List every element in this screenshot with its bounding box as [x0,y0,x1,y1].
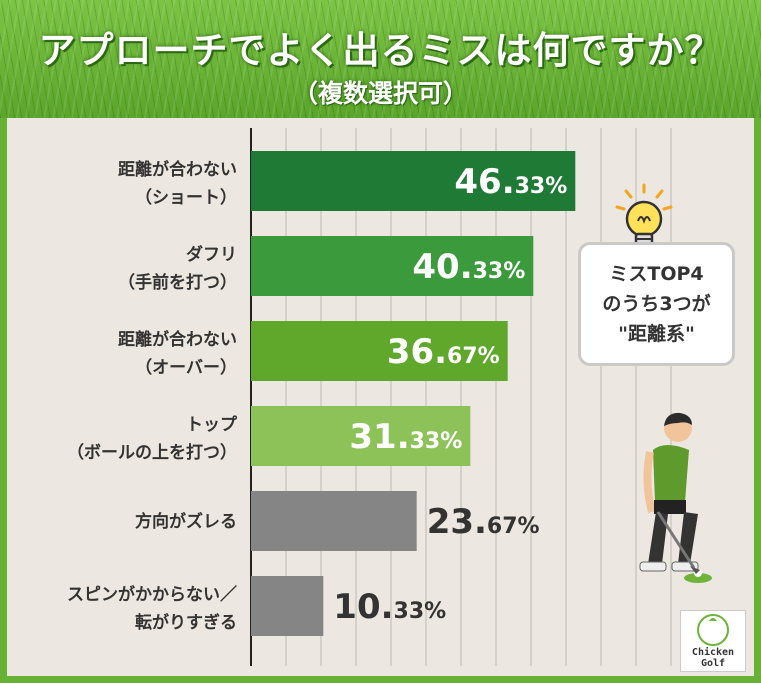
category-label: トップ （ボールの上を打つ） [67,414,238,463]
data-label-integer: 46. [454,162,514,202]
category-label-line: 距離が合わない [118,329,237,350]
data-label-decimal: 33% [394,599,447,624]
chicken-golf-logo: Chicken Golf [680,610,746,672]
category-label-line: ダフリ [186,244,237,265]
data-label-decimal: 67% [447,344,500,369]
bar [251,576,324,636]
chart-title: アプローチでよく出るミスは何ですか？ [38,29,723,72]
category-label: スピンがかからない／ 転がりすぎる [67,584,237,633]
data-label: 36.67% [387,332,500,372]
category-label: 方向がズレる [135,511,237,532]
callout-line-1: ミスTOP4 [609,263,704,285]
category-label-line: （ショート） [135,187,237,208]
data-label-decimal: 33% [410,429,463,454]
data-label: 31.33% [349,417,462,457]
data-label-decimal: 33% [515,174,568,199]
bar [251,151,576,211]
chart-subtitle: （複数選択可） [292,79,468,108]
category-label-line: （オーバー） [135,357,237,378]
callout-line-3: "距離系" [618,323,695,345]
data-label-integer: 10. [333,587,393,627]
callout-text: ミスTOP4 のうち3つが "距離系" [581,259,732,349]
logo-line-2: Golf [700,658,726,669]
data-label: 40.33% [412,247,525,287]
category-label-line: スピンがかからない／ [67,584,237,605]
bar [251,406,471,466]
logo-mark [697,614,729,646]
grass-header-background [0,0,761,118]
category-label: 距離が合わない （ショート） [118,159,237,208]
bar [251,321,508,381]
data-label: 23.67% [427,502,540,542]
category-label-line: （ボールの上を打つ） [67,442,237,463]
data-label-integer: 36. [387,332,447,372]
callout-box: ミスTOP4 のうち3つが "距離系" [578,242,735,366]
data-label-decimal: 67% [487,514,540,539]
data-label-integer: 23. [427,502,487,542]
data-label: 10.33% [333,587,446,627]
bar-chart: 距離が合わない（ショート） 46.33%ダフリ（手前を打つ） 40.33%距離が合わ… [67,128,672,666]
golfer-illustration [639,412,712,583]
data-label: 46.33% [454,162,567,202]
category-label-line: 方向がズレる [135,511,237,532]
category-label-line: 距離が合わない [118,159,237,180]
category-label-line: （手前を打つ） [118,272,237,293]
logo-line-1: Chicken [691,647,735,658]
category-label-line: トップ [186,414,238,435]
data-label-integer: 40. [412,247,472,287]
category-label: 距離が合わない （オーバー） [118,329,237,378]
logo-text: Chicken Golf [681,647,745,669]
category-label-line: 転がりすぎる [135,612,237,633]
bar [251,491,417,551]
callout-line-2: のうち3つが [602,293,711,315]
data-label-decimal: 33% [473,259,526,284]
data-label-integer: 31. [349,417,409,457]
category-label: ダフリ （手前を打つ） [118,244,237,293]
bar [251,236,534,296]
